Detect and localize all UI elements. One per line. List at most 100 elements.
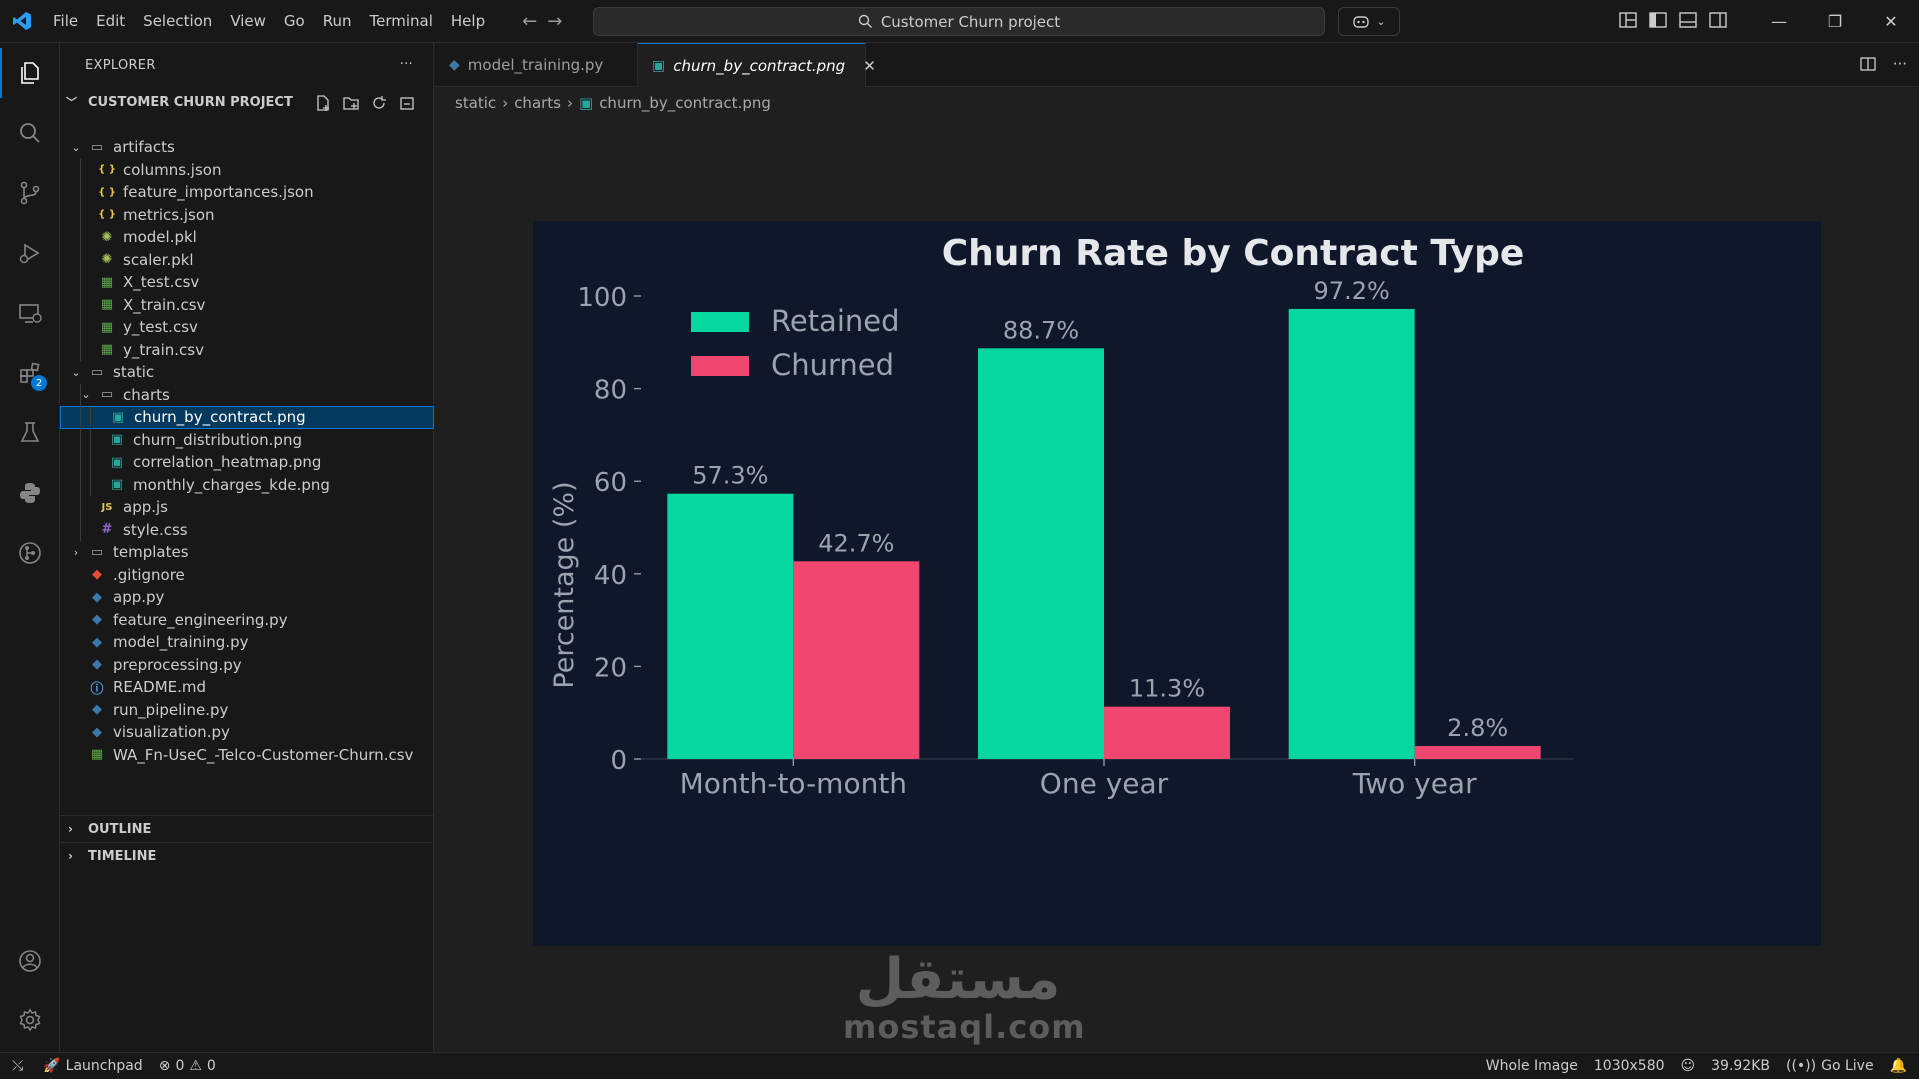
- folder-open-icon: ▭: [90, 364, 104, 380]
- forward-arrow-icon[interactable]: →: [547, 10, 563, 32]
- chart-plot-area: 0 20 40 60 80 100 57.3% 42.7% Month-to-month 88.7…: [577, 277, 1573, 800]
- tree-item[interactable]: JS app.js: [60, 496, 434, 519]
- new-file-icon[interactable]: [314, 94, 332, 112]
- tree-item[interactable]: { } metrics.json: [60, 204, 434, 227]
- tree-item[interactable]: ▣ correlation_heatmap.png: [60, 451, 434, 474]
- minimize-icon[interactable]: —: [1771, 12, 1787, 31]
- tree-item[interactable]: ◆ app.py: [60, 586, 434, 609]
- source-control-icon[interactable]: [0, 168, 60, 218]
- tree-item[interactable]: ⓘ README.md: [60, 676, 434, 699]
- menu-file[interactable]: File: [53, 12, 79, 30]
- run-debug-icon[interactable]: [0, 228, 60, 278]
- extensions-badge: 2: [31, 375, 47, 391]
- tree-item[interactable]: ◆ feature_engineering.py: [60, 609, 434, 632]
- menu-go[interactable]: Go: [283, 12, 305, 30]
- accounts-icon[interactable]: [0, 936, 60, 986]
- tree-item[interactable]: ▦ X_test.csv: [60, 271, 434, 294]
- tree-item[interactable]: ▣ churn_distribution.png: [60, 429, 434, 452]
- csv-file-icon: ▦: [100, 319, 114, 335]
- file-size: 39.92KB: [1711, 1058, 1770, 1074]
- menu-selection[interactable]: Selection: [143, 12, 213, 30]
- toggle-secondary-sidebar-icon[interactable]: [1708, 10, 1728, 30]
- tree-item[interactable]: ▣ churn_by_contract.png: [60, 406, 434, 429]
- testing-icon[interactable]: [0, 408, 60, 458]
- tree-item[interactable]: ◆ model_training.py: [60, 631, 434, 654]
- command-center-search[interactable]: Customer Churn project: [593, 7, 1325, 36]
- tree-item[interactable]: { } columns.json: [60, 159, 434, 182]
- menu-run[interactable]: Run: [322, 12, 352, 30]
- menu-help[interactable]: Help: [450, 12, 486, 30]
- breadcrumb-charts[interactable]: charts: [514, 94, 561, 112]
- broadcast-icon: ((•)): [1786, 1058, 1817, 1074]
- search-sidebar-icon[interactable]: [0, 108, 60, 158]
- y-tick-label: 40: [594, 561, 627, 591]
- settings-gear-icon[interactable]: [0, 995, 60, 1045]
- go-live-item[interactable]: ((•)) Go Live: [1778, 1053, 1882, 1079]
- tree-item[interactable]: # style.css: [60, 519, 434, 542]
- collapse-all-icon[interactable]: [398, 94, 416, 112]
- tree-item[interactable]: ⌄ ▭ artifacts: [60, 136, 434, 159]
- tree-item[interactable]: ⌄ ▭ static: [60, 361, 434, 384]
- folder-open-icon: ▭: [100, 387, 114, 403]
- customize-layout-icon[interactable]: [1618, 10, 1638, 30]
- tree-item[interactable]: ◆ preprocessing.py: [60, 654, 434, 677]
- back-arrow-icon[interactable]: ←: [522, 10, 538, 32]
- error-count: 0: [175, 1058, 185, 1074]
- remote-indicator[interactable]: ⤯: [0, 1053, 35, 1079]
- explorer-icon[interactable]: [0, 48, 60, 98]
- tree-item[interactable]: ✺ model.pkl: [60, 226, 434, 249]
- new-folder-icon[interactable]: [342, 94, 360, 112]
- extensions-icon[interactable]: 2: [0, 348, 60, 398]
- tree-item[interactable]: ⌄ ▭ charts: [60, 384, 434, 407]
- menu-edit[interactable]: Edit: [96, 12, 126, 30]
- folder-icon: ▭: [90, 544, 104, 560]
- tab-churn-by-contract[interactable]: ▣ churn_by_contract.png ✕: [638, 43, 876, 87]
- more-actions-icon[interactable]: ···: [1892, 55, 1907, 73]
- tree-item[interactable]: ▦ X_train.csv: [60, 294, 434, 317]
- split-editor-icon[interactable]: [1859, 55, 1877, 73]
- view-mode-item[interactable]: Whole Image: [1478, 1053, 1586, 1079]
- tree-item[interactable]: ◆ visualization.py: [60, 721, 434, 744]
- notifications-item[interactable]: 🔔: [1882, 1053, 1919, 1079]
- menu-terminal[interactable]: Terminal: [369, 12, 433, 30]
- launchpad-item[interactable]: 🚀 Launchpad: [35, 1053, 151, 1079]
- timeline-section[interactable]: › TIMELINE: [60, 842, 434, 869]
- toggle-primary-sidebar-icon[interactable]: [1648, 10, 1668, 30]
- tree-item[interactable]: ▦ y_test.csv: [60, 316, 434, 339]
- python-file-icon: ◆: [92, 589, 102, 605]
- remote-explorer-icon[interactable]: [0, 288, 60, 338]
- tab-model-training[interactable]: ◆ model_training.py: [435, 43, 638, 87]
- close-window-icon[interactable]: ✕: [1884, 12, 1898, 31]
- tree-item-label: app.js: [123, 498, 168, 517]
- tree-item[interactable]: ▣ monthly_charges_kde.png: [60, 474, 434, 497]
- menu-view[interactable]: View: [230, 12, 266, 30]
- tree-item-label: columns.json: [123, 160, 222, 179]
- chevron-down-icon: ⌄: [1376, 15, 1386, 28]
- outline-section[interactable]: › OUTLINE: [60, 815, 434, 842]
- breadcrumb-file[interactable]: churn_by_contract.png: [599, 94, 771, 112]
- tree-item-label: visualization.py: [113, 723, 230, 742]
- restore-icon[interactable]: ❐: [1827, 12, 1843, 31]
- chevron-right-icon: ›: [502, 94, 509, 112]
- tree-item[interactable]: ▦ WA_Fn-UseC_-Telco-Customer-Churn.csv: [60, 744, 434, 767]
- copilot-button[interactable]: ⌄: [1338, 7, 1400, 36]
- gitlens-icon[interactable]: [0, 528, 60, 578]
- rocket-icon: 🚀: [43, 1058, 61, 1074]
- more-actions-icon[interactable]: ···: [399, 57, 413, 72]
- python-icon[interactable]: [0, 468, 60, 518]
- copilot-status-item[interactable]: ☺: [1673, 1053, 1704, 1079]
- close-icon[interactable]: ✕: [863, 56, 876, 75]
- refresh-icon[interactable]: [370, 94, 388, 112]
- problems-item[interactable]: ⊗ 0 ⚠ 0: [151, 1053, 224, 1079]
- tree-item[interactable]: › ▭ templates: [60, 541, 434, 564]
- tree-item[interactable]: ◆ run_pipeline.py: [60, 699, 434, 722]
- breadcrumb-static[interactable]: static: [455, 94, 497, 112]
- tree-item[interactable]: ✺ scaler.pkl: [60, 249, 434, 272]
- bell-icon: 🔔: [1889, 1058, 1907, 1074]
- tree-item[interactable]: ◆ .gitignore: [60, 564, 434, 587]
- chevron-right-icon: ›: [68, 849, 73, 863]
- toggle-panel-icon[interactable]: [1678, 10, 1698, 30]
- project-root[interactable]: ﹀ CUSTOMER CHURN PROJECT: [60, 89, 434, 115]
- tree-item[interactable]: ▦ y_train.csv: [60, 339, 434, 362]
- tree-item[interactable]: { } feature_importances.json: [60, 181, 434, 204]
